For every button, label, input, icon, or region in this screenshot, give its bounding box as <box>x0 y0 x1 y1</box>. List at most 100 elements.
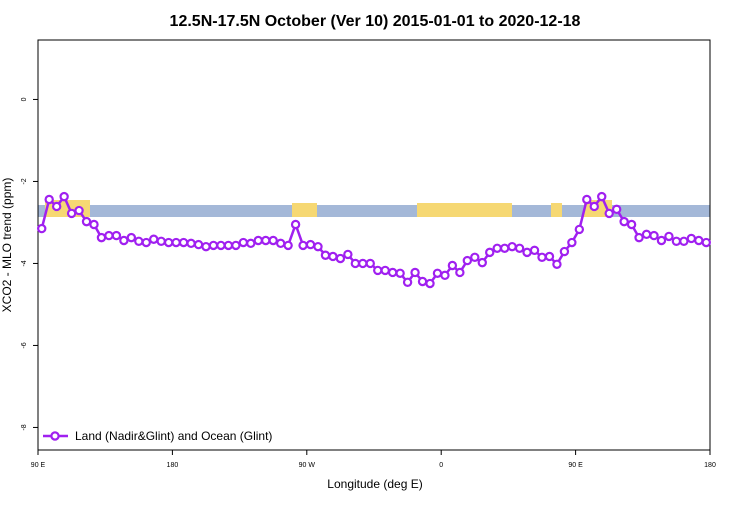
ocean-band <box>38 205 710 217</box>
y-tick-label: 0 <box>21 97 28 101</box>
data-point <box>89 219 99 230</box>
data-point <box>320 250 331 260</box>
data-point <box>246 238 256 249</box>
data-point <box>134 236 144 247</box>
data-point <box>163 237 174 248</box>
data-point <box>499 243 510 253</box>
data-point <box>552 259 562 269</box>
data-point <box>178 237 189 248</box>
data-point <box>686 233 697 244</box>
data-point <box>522 247 532 258</box>
x-tick-label: 0 <box>439 462 443 469</box>
data-point <box>96 232 107 243</box>
data-point <box>574 224 585 235</box>
data-point <box>81 216 92 227</box>
data-point <box>290 219 301 230</box>
data-point <box>425 278 435 289</box>
legend-marker <box>50 431 60 441</box>
data-point <box>514 243 525 253</box>
data-point <box>440 270 450 281</box>
data-point <box>671 236 682 247</box>
data-point <box>641 229 652 240</box>
data-point <box>656 235 667 246</box>
data-point <box>335 253 346 264</box>
data-point <box>395 268 405 278</box>
data-point <box>313 241 323 252</box>
x-tick-label: 180 <box>704 462 716 469</box>
data-point <box>253 235 263 246</box>
data-point <box>350 258 361 269</box>
data-point <box>268 235 278 246</box>
data-point <box>111 230 122 241</box>
data-point <box>365 258 375 269</box>
data-point <box>44 194 54 205</box>
data-point <box>186 238 196 249</box>
data-point <box>694 235 704 246</box>
data-point <box>126 232 137 243</box>
data-point <box>477 257 487 268</box>
y-tick-label: -4 <box>21 260 28 266</box>
data-point <box>470 252 480 262</box>
data-point <box>261 235 271 246</box>
data-point <box>51 201 62 212</box>
data-point <box>604 208 614 219</box>
data-point <box>447 260 458 271</box>
x-tick-label: 180 <box>167 462 179 469</box>
y-axis-label: XCO2 - MLO trend (ppm) <box>0 178 14 313</box>
y-tick-label: -2 <box>21 178 28 184</box>
data-point <box>283 240 293 251</box>
data-point <box>208 240 219 251</box>
data-point <box>559 246 570 257</box>
data-point <box>216 240 226 251</box>
data-point <box>37 223 47 234</box>
data-point <box>410 267 420 278</box>
x-tick-label: 90 W <box>299 462 316 469</box>
data-point <box>343 249 353 260</box>
data-point <box>156 236 166 247</box>
data-point <box>432 268 443 278</box>
data-point <box>492 243 502 253</box>
y-tick-label: -6 <box>21 342 28 348</box>
data-point <box>328 251 338 262</box>
data-point <box>193 239 204 250</box>
data-point <box>305 239 316 250</box>
data-point <box>455 267 465 278</box>
data-point <box>141 237 151 248</box>
data-point <box>201 241 211 252</box>
data-point <box>373 265 383 276</box>
data-point <box>582 194 592 205</box>
x-axis-label: Longitude (deg E) <box>327 477 422 491</box>
data-point <box>149 234 159 244</box>
data-point <box>74 205 84 216</box>
data-point <box>462 255 473 266</box>
x-tick-label: 90 E <box>31 462 46 469</box>
data-point <box>380 265 390 276</box>
data-point <box>66 208 77 219</box>
data-point <box>529 245 540 256</box>
data-point <box>402 277 413 288</box>
chart-title: 12.5N-17.5N October (Ver 10) 2015-01-01 … <box>170 13 581 30</box>
data-point <box>59 191 69 202</box>
data-point <box>619 216 629 227</box>
land-patch <box>292 203 317 217</box>
data-point <box>626 219 637 230</box>
data-point <box>119 235 129 246</box>
data-point <box>358 258 368 269</box>
data-point <box>417 276 428 287</box>
y-tick-label: -8 <box>21 424 28 430</box>
data-point <box>544 251 555 262</box>
data-point <box>298 240 308 251</box>
data-point <box>649 230 659 241</box>
data-point <box>387 267 398 278</box>
data-point <box>507 241 517 252</box>
data-point <box>701 237 711 248</box>
data-point <box>223 240 234 251</box>
data-point <box>679 236 689 247</box>
data-point <box>611 204 622 215</box>
data-point <box>238 237 249 248</box>
data-point <box>664 231 674 242</box>
data-point <box>634 232 644 243</box>
data-point <box>485 247 495 258</box>
